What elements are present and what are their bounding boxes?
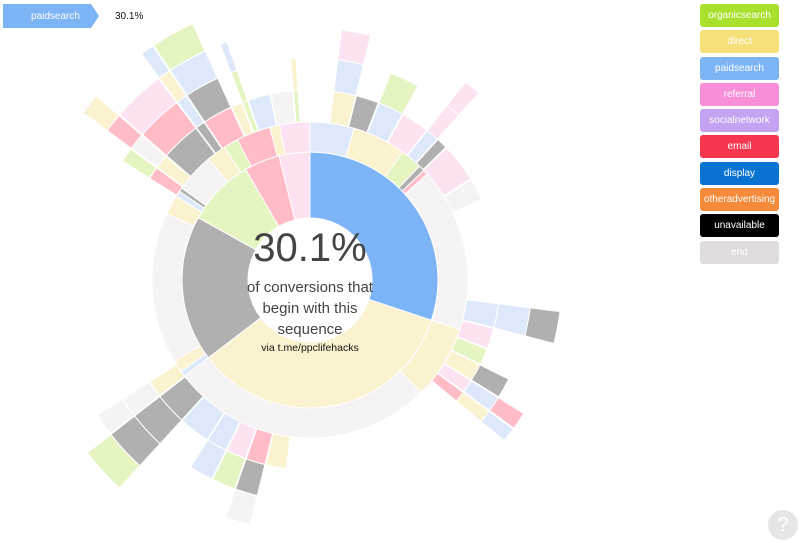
sunburst-fragment[interactable] [415,138,447,171]
sunburst-fragment[interactable] [386,113,428,156]
sunburst-fragment[interactable] [118,77,178,136]
question-icon[interactable]: ? [768,510,798,540]
sunburst-fragment[interactable] [247,93,278,132]
sunburst-fragment[interactable] [289,57,299,92]
legend-item-socialnetwork[interactable]: socialnetwork [700,109,779,133]
sunburst-fragment[interactable] [333,59,365,97]
legend-item-direct[interactable]: direct [700,30,779,54]
sunburst-fragment[interactable] [524,307,561,345]
legend-item-paidsearch[interactable]: paidsearch [700,56,779,80]
sunburst-fragment[interactable] [422,147,472,197]
legend-item-end[interactable]: end [700,240,779,264]
sunburst-fragment[interactable] [378,72,419,115]
sunburst-fragment[interactable] [265,433,291,470]
sunburst-fragment[interactable] [140,45,171,79]
sunburst-fragment[interactable] [121,148,158,179]
sunburst-fragment[interactable] [230,69,249,104]
legend-item-unavailable[interactable]: unavailable [700,214,779,238]
sunburst-fragment[interactable] [86,433,141,489]
legend-item-email[interactable]: email [700,135,779,159]
sunburst-fragment[interactable] [450,336,488,365]
sunburst-fragment[interactable] [348,95,379,134]
breadcrumb-item-paidsearch[interactable]: paidsearch [3,4,99,28]
legend-item-display[interactable]: display [700,161,779,185]
legend-item-otheradvertising[interactable]: otheradvertising [700,188,779,212]
sunburst-fragment[interactable] [152,22,206,71]
sunburst-fragment[interactable] [82,95,120,132]
legend-item-organicsearch[interactable]: organicsearch [700,4,779,27]
sunburst-fragment[interactable] [337,29,372,66]
sunburst-fragment[interactable] [189,439,227,480]
legend-item-referral[interactable]: referral [700,82,779,106]
sunburst-fragment[interactable] [480,410,514,442]
breadcrumb: paidsearch 30.1% [3,4,143,28]
sunburst-fragment[interactable] [488,396,525,429]
sunburst-fragment[interactable] [219,41,238,74]
sunburst-fragment[interactable] [269,90,297,127]
sunburst-fragment[interactable] [96,398,135,435]
sunburst-fragment[interactable] [446,81,480,116]
sunburst-fragment[interactable] [224,488,258,526]
sunburst-fragment[interactable] [211,450,247,490]
breadcrumb-percentage: 30.1% [115,10,144,22]
sunburst-fragment[interactable] [230,102,254,137]
sunburst-fragment[interactable] [181,396,226,441]
sunburst-fragment[interactable] [456,319,495,349]
sunburst-fragment[interactable] [470,364,510,398]
sunburst-segment-referral[interactable] [278,121,311,156]
sunburst-fragment[interactable] [493,303,531,337]
sunburst-fragment[interactable] [443,178,483,214]
legend: organicsearch direct paidsearch referral… [700,4,779,267]
